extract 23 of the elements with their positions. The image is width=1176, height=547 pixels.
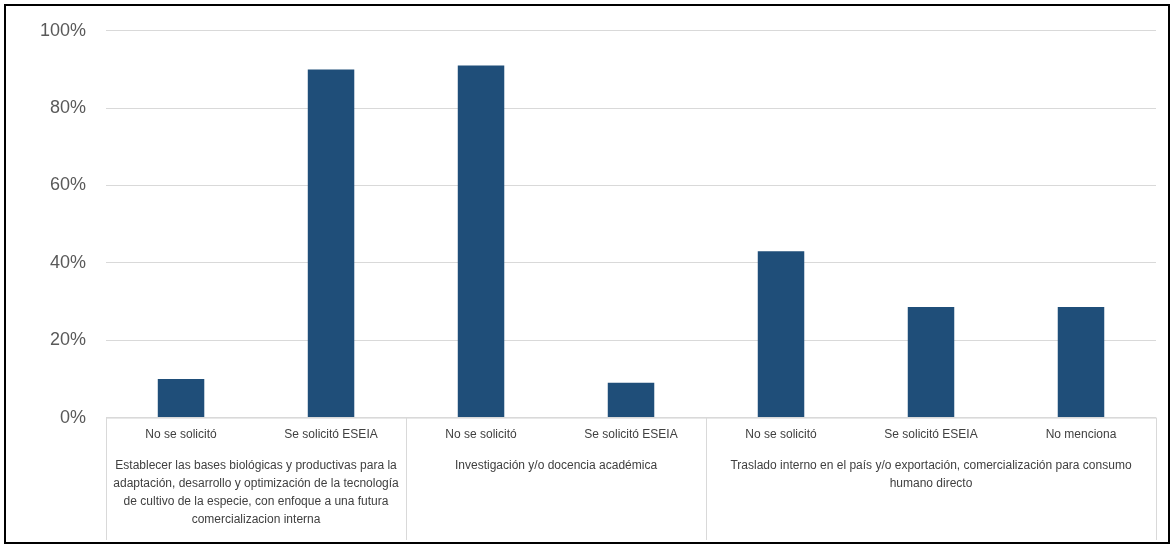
y-tick-label: 80% [50,97,87,118]
bar [607,382,655,418]
text: Establecer las bases biológicas y productivas para la adaptación, desarrollo y optimización de la tecnología de cultivo de la especie, con enfoque a una futura comercializacion interna [113,457,400,526]
bar [307,69,355,418]
text: Investigación y/o docencia académica [454,457,658,472]
x-tick-label: Se solicitó ESEIA [884,427,978,442]
bar [1057,306,1105,418]
y-tick-label: 100% [39,19,87,40]
bar [457,65,505,418]
x-tick-label: No se solicitó [445,427,518,442]
x-tick-label: Se solicitó ESEIA [584,427,678,442]
y-tick-label: 40% [50,251,87,272]
y-tick-label: 60% [50,174,87,195]
x-tick-label: No se solicitó [745,427,818,442]
x-tick-label: No se solicitó [145,427,218,442]
bar [157,378,205,418]
x-tick-label: No menciona [1045,427,1117,442]
bar [757,251,805,418]
y-tick-label: 20% [50,329,87,350]
x-tick-label: Se solicitó ESEIA [284,427,378,442]
bar [907,306,955,418]
y-tick-label: 0% [60,406,87,427]
text: Traslado interno en el país y/o exportación, comercialización para consumo humano directo [730,457,1132,490]
